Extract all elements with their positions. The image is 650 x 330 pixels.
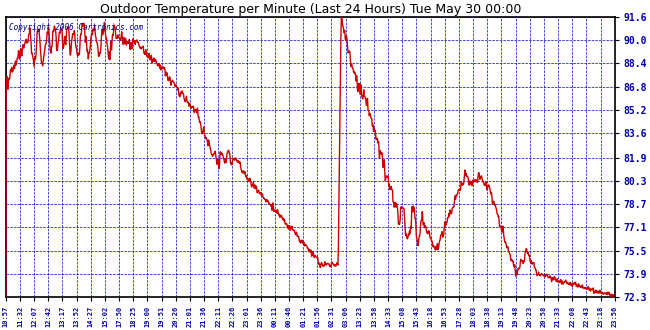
Text: Copyright 2006 Cartronics.com: Copyright 2006 Cartronics.com	[9, 22, 143, 32]
Title: Outdoor Temperature per Minute (Last 24 Hours) Tue May 30 00:00: Outdoor Temperature per Minute (Last 24 …	[99, 3, 521, 16]
